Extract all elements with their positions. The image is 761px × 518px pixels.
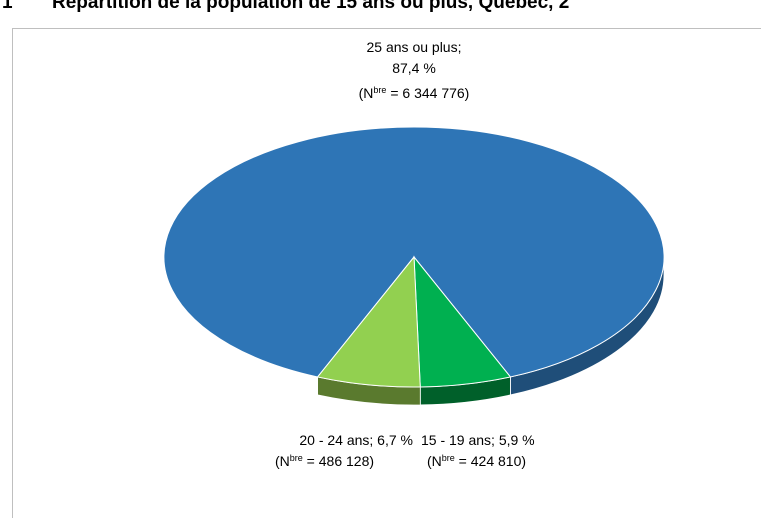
slice-percent-label: 87,4 % — [392, 60, 436, 76]
chart-frame — [12, 28, 761, 518]
slice-count-label: (Nbre = 486 128) — [275, 453, 374, 469]
slice-name-label: 25 ans ou plus; — [367, 39, 462, 55]
pie-slice — [163, 126, 665, 378]
pie-slice — [316, 255, 421, 388]
slice-name-label: 20 - 24 ans; 6,7 % — [299, 432, 413, 448]
slice-name-label: 15 - 19 ans; 5,9 % — [421, 432, 535, 448]
figure-number: 1 — [2, 0, 13, 13]
pie-sides — [317, 256, 665, 406]
pie-tops — [163, 126, 665, 388]
slice-count-label: (Nbre = 6 344 776) — [359, 85, 470, 101]
figure-title: Répartition de la population de 15 ans o… — [52, 0, 570, 13]
slice-count-label: (Nbre = 424 810) — [427, 453, 526, 469]
figure-title-row: 1 Répartition de la population de 15 ans… — [0, 0, 761, 18]
